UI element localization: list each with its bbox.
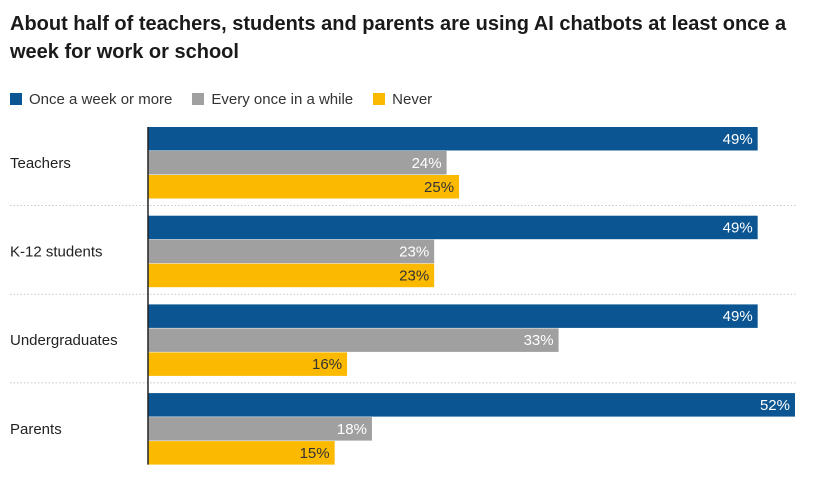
value-label-undergraduates-every-once-in-a-while: 33%	[524, 332, 554, 349]
legend-label-once-a-week: Once a week or more	[29, 90, 173, 108]
bar-undergraduates-every-once-in-a-while	[148, 328, 559, 352]
value-label-k-12-students-never: 23%	[399, 267, 429, 284]
value-label-teachers-never: 25%	[424, 179, 454, 196]
bar-parents-once-a-week	[148, 393, 795, 417]
legend-item-every-once-in-a-while: Every once in a while	[192, 91, 353, 108]
value-label-teachers-every-once-in-a-while: 24%	[412, 155, 442, 172]
legend-label-every-once-in-a-while: Every once in a while	[211, 90, 354, 108]
legend-label-never: Never	[392, 90, 433, 108]
category-label-undergraduates: Undergraduates	[10, 332, 118, 349]
bar-k-12-students-once-a-week	[148, 215, 758, 240]
bar-k-12-students-never	[148, 263, 435, 288]
value-label-k-12-students-every-once-in-a-while: 23%	[399, 243, 429, 260]
bar-undergraduates-once-a-week	[148, 304, 758, 328]
chart-title: About half of teachers, students and par…	[10, 13, 787, 63]
value-label-teachers-once-a-week: 49%	[723, 131, 753, 148]
legend-item-never: Never	[373, 91, 432, 108]
bar-teachers-every-once-in-a-while	[148, 151, 447, 175]
bar-k-12-students-every-once-in-a-while	[148, 239, 435, 264]
value-label-undergraduates-never: 16%	[312, 356, 342, 373]
bar-parents-never	[148, 441, 335, 465]
category-label-parents: Parents	[10, 421, 62, 438]
legend-swatch-never	[373, 93, 386, 105]
value-label-parents-every-once-in-a-while: 18%	[337, 421, 367, 438]
bar-parents-every-once-in-a-while	[148, 417, 372, 441]
value-label-undergraduates-once-a-week: 49%	[723, 308, 753, 325]
value-label-parents-once-a-week: 52%	[760, 397, 790, 414]
legend: Once a week or more Every once in a whil…	[10, 88, 452, 110]
legend-item-once-a-week: Once a week or more	[10, 91, 172, 108]
bar-teachers-never	[148, 175, 460, 199]
category-label-k-12-students: K-12 students	[10, 243, 103, 260]
legend-swatch-every-once-in-a-while	[192, 93, 205, 105]
bar-undergraduates-never	[148, 352, 348, 376]
bar-teachers-once-a-week	[148, 127, 758, 151]
category-label-teachers: Teachers	[10, 155, 71, 172]
value-label-k-12-students-once-a-week: 49%	[723, 219, 753, 236]
value-label-parents-never: 15%	[300, 445, 330, 462]
legend-swatch-once-a-week	[10, 93, 22, 105]
